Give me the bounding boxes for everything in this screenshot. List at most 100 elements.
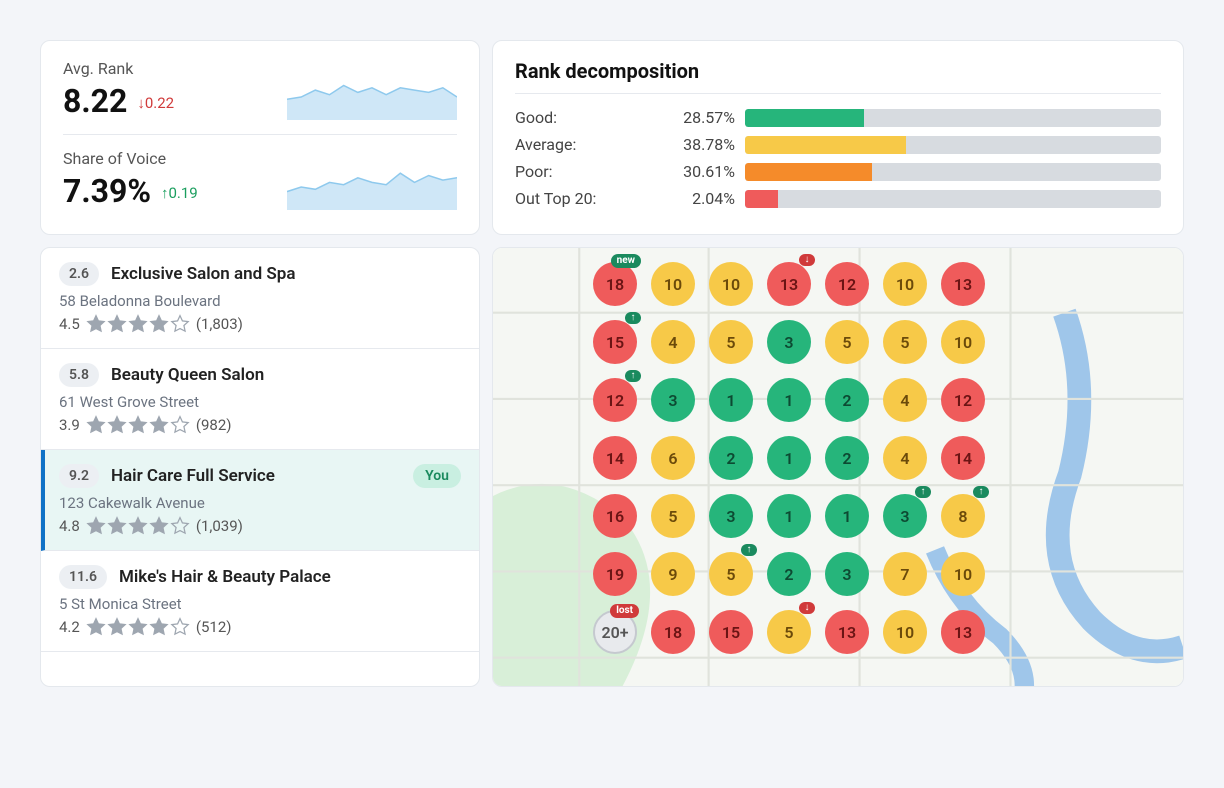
dot-badge-arrow-up: ↑ bbox=[915, 486, 931, 498]
dot-badge-arrow-up: ↑ bbox=[741, 544, 757, 556]
rank-dot[interactable]: 18 bbox=[651, 610, 695, 654]
rank-dot[interactable]: 13↓ bbox=[767, 262, 811, 306]
rank-dot[interactable]: 5 bbox=[825, 320, 869, 364]
avg-rank-label: Avg. Rank bbox=[63, 59, 174, 78]
star-icon bbox=[128, 314, 148, 334]
listing-item[interactable]: 5.8 Beauty Queen Salon 61 West Grove Str… bbox=[41, 349, 479, 450]
rank-dot[interactable]: 2 bbox=[709, 436, 753, 480]
rank-dot[interactable]: 4 bbox=[883, 436, 927, 480]
rank-dot[interactable]: 3 bbox=[767, 320, 811, 364]
rank-dot[interactable]: 5 bbox=[709, 320, 753, 364]
rank-dot[interactable]: 2 bbox=[825, 436, 869, 480]
rank-grid-map[interactable]: 18new101013↓12101315↑453551012↑311241214… bbox=[492, 247, 1184, 687]
star-icon bbox=[86, 617, 106, 637]
dot-badge-arrow-up: ↑ bbox=[625, 312, 641, 324]
rank-dot[interactable]: 13 bbox=[941, 262, 985, 306]
rank-dot[interactable]: 12 bbox=[941, 378, 985, 422]
rank-dot[interactable]: 14 bbox=[593, 436, 637, 480]
decomp-row: Average: 38.78% bbox=[515, 135, 1161, 154]
rank-dot[interactable]: 2 bbox=[767, 552, 811, 596]
dot-badge-arrow-down: ↓ bbox=[799, 602, 815, 614]
listings-scroll[interactable]: 2.6 Exclusive Salon and Spa 58 Beladonna… bbox=[41, 248, 479, 686]
rank-dot[interactable]: 1 bbox=[767, 378, 811, 422]
rank-dot[interactable]: 5↑ bbox=[709, 552, 753, 596]
avg-rank-value: 8.22 bbox=[63, 82, 127, 120]
rank-dot[interactable]: 8↑ bbox=[941, 494, 985, 538]
listing-address: 61 West Grove Street bbox=[59, 393, 461, 411]
rank-dot[interactable]: 15↑ bbox=[593, 320, 637, 364]
rank-dot[interactable]: 4 bbox=[651, 320, 695, 364]
star-icon bbox=[149, 314, 169, 334]
rank-dot[interactable]: 1 bbox=[767, 436, 811, 480]
decomp-row: Out Top 20: 2.04% bbox=[515, 189, 1161, 208]
rank-dot[interactable]: 1 bbox=[825, 494, 869, 538]
metrics-card: Avg. Rank 8.22 ↓0.22 Share of Voice 7.39… bbox=[40, 40, 480, 235]
dot-badge-arrow-up: ↑ bbox=[973, 486, 989, 498]
sov-value: 7.39% bbox=[63, 172, 151, 210]
star-icon bbox=[86, 516, 106, 536]
rank-dot[interactable]: 7 bbox=[883, 552, 927, 596]
listing-rating: 3.9(982) bbox=[59, 415, 461, 435]
rank-dot[interactable]: 19 bbox=[593, 552, 637, 596]
rank-dot[interactable]: 20+lost bbox=[593, 610, 637, 654]
star-icon bbox=[149, 415, 169, 435]
rank-dot[interactable]: 1 bbox=[709, 378, 753, 422]
rank-dot[interactable]: 13 bbox=[941, 610, 985, 654]
rank-dot[interactable]: 3 bbox=[651, 378, 695, 422]
rank-dot[interactable]: 10 bbox=[883, 610, 927, 654]
rank-dot[interactable]: 1 bbox=[767, 494, 811, 538]
star-icon bbox=[149, 516, 169, 536]
sov-label: Share of Voice bbox=[63, 149, 198, 168]
rank-dot[interactable]: 3↑ bbox=[883, 494, 927, 538]
star-icon bbox=[128, 617, 148, 637]
listing-item[interactable]: 2.6 Exclusive Salon and Spa 58 Beladonna… bbox=[41, 248, 479, 349]
star-icon bbox=[107, 415, 127, 435]
listing-rating: 4.8(1,039) bbox=[59, 516, 461, 536]
rank-dot[interactable]: 6 bbox=[651, 436, 695, 480]
rank-dot[interactable]: 5 bbox=[651, 494, 695, 538]
star-icon bbox=[128, 516, 148, 536]
listing-rating: 4.2(512) bbox=[59, 617, 461, 637]
rank-dot[interactable]: 10 bbox=[651, 262, 695, 306]
rank-dot[interactable]: 12↑ bbox=[593, 378, 637, 422]
listing-item[interactable]: 9.2 Hair Care Full Service You 123 Cakew… bbox=[41, 450, 479, 551]
listing-item[interactable]: 11.6 Mike's Hair & Beauty Palace 5 St Mo… bbox=[41, 551, 479, 652]
rank-dot[interactable]: 10 bbox=[709, 262, 753, 306]
avg-rank-delta: ↓0.22 bbox=[137, 94, 174, 112]
rank-dot[interactable]: 5 bbox=[883, 320, 927, 364]
star-icon bbox=[107, 314, 127, 334]
star-icon bbox=[170, 314, 190, 334]
star-icon bbox=[107, 516, 127, 536]
star-icon bbox=[170, 617, 190, 637]
rank-pill: 5.8 bbox=[59, 363, 99, 387]
decomp-bar bbox=[745, 163, 1161, 181]
decomp-bar bbox=[745, 190, 1161, 208]
sov-sparkline bbox=[287, 164, 457, 210]
star-icon bbox=[86, 314, 106, 334]
rank-decomposition-card: Rank decomposition Good: 28.57% Average:… bbox=[492, 40, 1184, 235]
rank-dot[interactable]: 13 bbox=[825, 610, 869, 654]
listing-rating: 4.5(1,803) bbox=[59, 314, 461, 334]
rank-dot[interactable]: 5↓ bbox=[767, 610, 811, 654]
dot-badge-new: new bbox=[611, 254, 641, 268]
rank-dot[interactable]: 12 bbox=[825, 262, 869, 306]
rank-dot[interactable]: 10 bbox=[941, 552, 985, 596]
star-icon bbox=[149, 617, 169, 637]
rank-dot[interactable]: 2 bbox=[825, 378, 869, 422]
rank-dot[interactable]: 9 bbox=[651, 552, 695, 596]
rank-dot[interactable]: 14 bbox=[941, 436, 985, 480]
listing-address: 123 Cakewalk Avenue bbox=[59, 494, 461, 512]
rank-dot[interactable]: 4 bbox=[883, 378, 927, 422]
decomp-bar bbox=[745, 109, 1161, 127]
listing-name: Hair Care Full Service bbox=[111, 466, 275, 486]
sov-delta: ↑0.19 bbox=[161, 184, 198, 202]
rank-dot[interactable]: 10 bbox=[883, 262, 927, 306]
rank-dot[interactable]: 3 bbox=[825, 552, 869, 596]
decomp-title: Rank decomposition bbox=[515, 59, 1161, 94]
competitor-listings: 2.6 Exclusive Salon and Spa 58 Beladonna… bbox=[40, 247, 480, 687]
rank-dot[interactable]: 10 bbox=[941, 320, 985, 364]
rank-dot[interactable]: 3 bbox=[709, 494, 753, 538]
rank-dot[interactable]: 16 bbox=[593, 494, 637, 538]
rank-dot[interactable]: 15 bbox=[709, 610, 753, 654]
rank-dot[interactable]: 18new bbox=[593, 262, 637, 306]
